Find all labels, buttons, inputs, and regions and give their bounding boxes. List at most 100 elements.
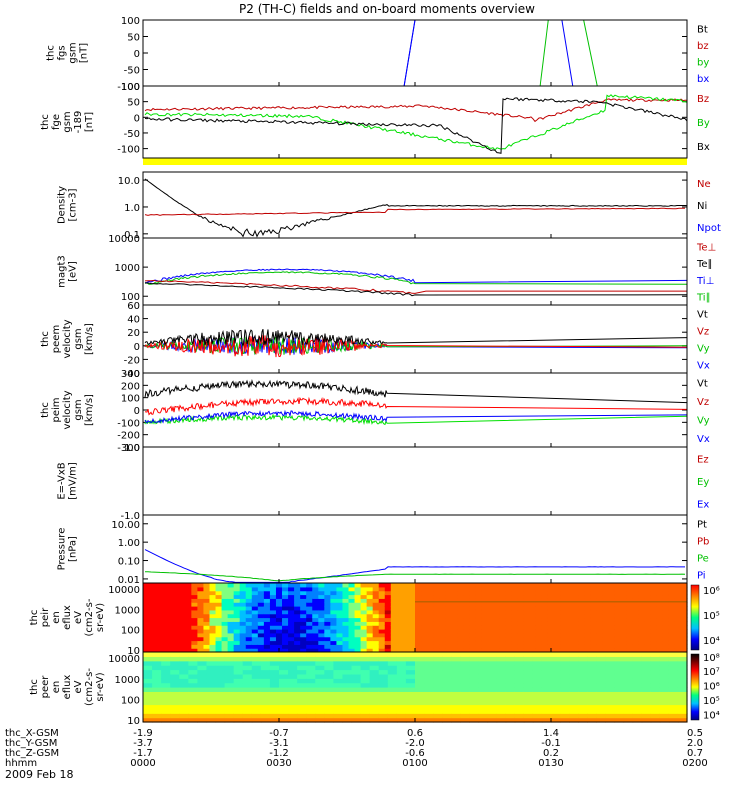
ion-spectrogram-cell bbox=[560, 606, 567, 611]
electron-spectrogram-cell bbox=[224, 682, 235, 688]
ion-spectrogram-cell bbox=[554, 602, 561, 607]
ion-spectrogram-cell bbox=[596, 636, 603, 642]
electron-spectrogram-cell bbox=[433, 673, 443, 679]
ion-spectrogram-cell bbox=[632, 613, 640, 619]
electron-spectrogram-cell bbox=[269, 660, 280, 666]
ion-spectrogram-cell bbox=[415, 609, 422, 615]
electron-spectrogram-cell bbox=[641, 660, 652, 666]
electron-spectrogram-cell bbox=[333, 665, 344, 671]
ion-spectrogram-cell bbox=[306, 625, 313, 630]
electron-spectrogram-cell bbox=[251, 717, 262, 723]
ion-spectrogram-cell bbox=[674, 632, 682, 638]
ion-spectrogram-cell bbox=[463, 625, 470, 630]
electron-spectrogram-cell bbox=[569, 695, 579, 701]
ion-spectrogram-cell bbox=[390, 602, 398, 607]
ion-spectrogram-cell bbox=[306, 640, 313, 645]
ion-spectrogram-cell bbox=[596, 621, 603, 626]
electron-spectrogram-cell bbox=[650, 682, 661, 688]
electron-spectrogram-cell bbox=[496, 665, 507, 671]
y-axis-label: [eV] bbox=[68, 261, 79, 282]
ion-spectrogram-cell bbox=[215, 632, 223, 638]
electron-spectrogram-cell bbox=[179, 652, 189, 657]
ion-spectrogram-cell bbox=[396, 594, 404, 599]
ion-spectrogram-cell bbox=[590, 583, 597, 588]
ion-spectrogram-cell bbox=[602, 609, 610, 615]
ion-spectrogram-cell bbox=[197, 632, 205, 638]
ion-spectrogram-cell bbox=[578, 583, 585, 588]
ion-spectrogram-cell bbox=[511, 629, 519, 634]
electron-spectrogram-cell bbox=[233, 704, 244, 710]
ion-spectrogram-cell bbox=[269, 644, 277, 649]
electron-spectrogram-cell bbox=[161, 717, 171, 723]
y-axis-label: thc bbox=[40, 331, 51, 347]
electron-spectrogram-cell bbox=[487, 682, 498, 688]
ion-spectrogram-cell bbox=[143, 617, 150, 622]
ion-spectrogram-cell bbox=[547, 625, 555, 630]
electron-spectrogram-cell bbox=[233, 669, 244, 675]
electron-spectrogram-cell bbox=[387, 682, 398, 688]
ion-spectrogram-cell bbox=[614, 590, 622, 596]
electron-spectrogram-cell bbox=[233, 673, 244, 679]
ion-spectrogram-cell bbox=[493, 625, 501, 630]
ion-spectrogram-cell bbox=[596, 598, 603, 603]
ion-spectrogram-cell bbox=[354, 629, 362, 634]
electron-spectrogram-cell bbox=[659, 656, 670, 662]
ion-spectrogram-cell bbox=[638, 617, 646, 622]
ion-spectrogram-cell bbox=[560, 594, 567, 599]
ion-spectrogram-cell bbox=[342, 625, 350, 630]
ion-spectrogram-cell bbox=[626, 606, 634, 611]
electron-spectrogram-cell bbox=[170, 717, 180, 723]
electron-spectrogram-cell bbox=[369, 717, 380, 723]
electron-spectrogram-cell bbox=[460, 669, 470, 675]
y-axis-label: [nT] bbox=[84, 112, 95, 132]
ion-spectrogram-cell bbox=[191, 636, 198, 642]
ion-spectrogram-cell bbox=[233, 636, 241, 642]
electron-spectrogram-cell bbox=[288, 652, 298, 657]
ion-spectrogram-cell bbox=[263, 629, 271, 634]
electron-spectrogram-cell bbox=[215, 652, 226, 657]
ion-spectrogram-cell bbox=[463, 644, 470, 649]
ion-spectrogram-cell bbox=[408, 598, 416, 603]
ion-spectrogram-cell bbox=[614, 602, 622, 607]
ion-spectrogram-cell bbox=[390, 617, 398, 622]
electron-spectrogram-cell bbox=[569, 700, 579, 706]
ion-spectrogram-cell bbox=[354, 636, 362, 642]
ion-spectrogram-cell bbox=[294, 648, 301, 653]
ion-spectrogram-cell bbox=[167, 648, 174, 653]
ion-spectrogram-cell bbox=[421, 632, 428, 638]
ion-spectrogram-cell bbox=[167, 617, 174, 622]
y-axis-label: peir bbox=[40, 607, 51, 627]
ion-spectrogram-cell bbox=[366, 644, 374, 649]
electron-spectrogram-cell bbox=[251, 687, 262, 692]
ion-spectrogram-cell bbox=[348, 609, 356, 615]
electron-spectrogram-cell bbox=[161, 691, 171, 697]
ion-spectrogram-cell bbox=[445, 640, 452, 645]
electron-spectrogram-cell bbox=[324, 695, 334, 701]
electron-spectrogram-cell bbox=[251, 673, 262, 679]
y-axis-label: sr-eV) bbox=[95, 672, 106, 701]
ion-spectrogram-cell bbox=[330, 602, 338, 607]
electron-spectrogram-cell bbox=[505, 691, 516, 697]
electron-spectrogram-cell bbox=[541, 652, 552, 657]
ion-spectrogram-cell bbox=[427, 586, 434, 592]
ion-spectrogram-cell bbox=[433, 648, 440, 653]
ion-spectrogram-cell bbox=[547, 640, 555, 645]
ion-spectrogram-cell bbox=[433, 598, 440, 603]
ion-spectrogram-cell bbox=[584, 590, 591, 596]
ion-spectrogram-cell bbox=[451, 640, 458, 645]
ion-spectrogram-cell bbox=[408, 621, 416, 626]
ion-spectrogram-cell bbox=[451, 625, 458, 630]
ion-spectrogram-cell bbox=[487, 640, 495, 645]
ion-spectrogram-cell bbox=[560, 640, 567, 645]
electron-spectrogram-cell bbox=[424, 695, 434, 701]
ion-spectrogram-cell bbox=[408, 640, 416, 645]
ion-spectrogram-cell bbox=[384, 602, 392, 607]
ion-spectrogram-cell bbox=[288, 590, 295, 596]
ion-spectrogram-cell bbox=[245, 632, 253, 638]
x-tick-label: -1.2 bbox=[269, 748, 289, 759]
ion-spectrogram-cell bbox=[203, 598, 211, 603]
electron-spectrogram-cell bbox=[668, 678, 679, 684]
legend-entry: Vt bbox=[697, 310, 708, 321]
electron-spectrogram-cell bbox=[161, 695, 171, 701]
electron-spectrogram-cell bbox=[469, 682, 480, 688]
